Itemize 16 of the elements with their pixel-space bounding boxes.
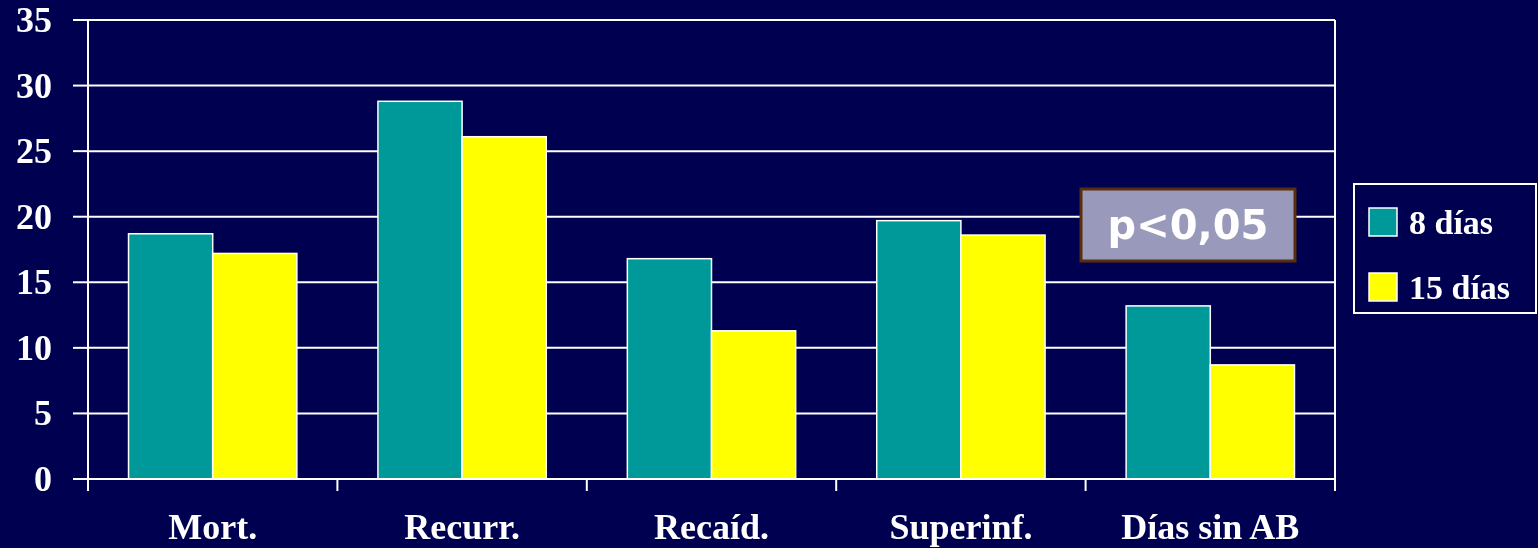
- y-tick-label: 35: [16, 0, 52, 40]
- y-tick-label: 30: [16, 65, 52, 106]
- x-tick-label: Días sin AB: [1121, 507, 1300, 547]
- y-tick-label: 10: [16, 327, 52, 368]
- y-tick-label: 5: [34, 393, 52, 434]
- x-tick-label: Recurr.: [404, 507, 520, 547]
- x-tick-label: Recaíd.: [654, 507, 769, 547]
- x-tick-label: Superinf.: [889, 507, 1033, 547]
- y-tick-label: 15: [16, 262, 52, 303]
- x-tick-label: Mort.: [168, 507, 258, 547]
- y-tick-label: 0: [34, 459, 52, 499]
- y-tick-label: 20: [16, 196, 52, 237]
- annotation: p<0,05: [1107, 202, 1269, 248]
- legend-label: 8 días: [1409, 203, 1494, 241]
- legend-label: 15 días: [1409, 268, 1511, 306]
- y-tick-label: 25: [16, 131, 52, 172]
